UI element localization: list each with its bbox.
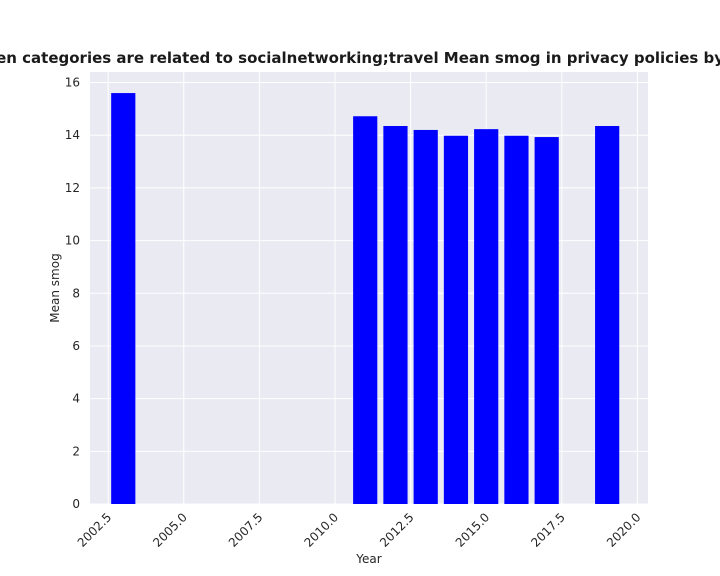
x-tick-label: 2012.5 [377,510,417,550]
x-axis-label: Year [355,552,381,566]
x-tick-label: 2007.5 [226,510,266,550]
y-tick-label: 0 [72,497,80,511]
y-tick-label: 2 [72,444,80,458]
bar-2012 [383,126,408,504]
y-tick-label: 16 [65,76,80,90]
y-axis-ticks: 0 2 4 6 8 10 12 14 16 [65,76,80,511]
x-axis-ticks: 2002.5 2005.0 2007.5 2010.0 2012.5 2015.0 2017… [75,510,644,550]
x-tick-label: 2005.0 [150,510,190,550]
bar-2017 [534,137,559,504]
bar-2014 [443,135,469,504]
x-tick-label: 2002.5 [75,510,115,550]
bar-2003 [111,93,136,504]
x-tick-label: 2017.5 [528,510,568,550]
x-tick-label: 2020.0 [604,510,644,550]
bar-2013 [413,129,438,504]
y-tick-label: 4 [72,392,80,406]
y-tick-label: 8 [72,286,80,300]
y-tick-label: 14 [65,128,80,142]
y-tick-label: 12 [65,181,80,195]
x-tick-label: 2015.0 [453,510,493,550]
x-tick-label: 2010.0 [301,510,341,550]
chart-title: when categories are related to socialnet… [0,49,720,67]
y-tick-label: 10 [65,234,80,248]
bars [111,93,620,504]
bar-2015 [474,129,499,504]
y-tick-label: 6 [72,339,80,353]
bar-2011 [353,116,378,504]
bar-2016 [504,135,529,504]
bar-2019 [595,126,620,504]
y-axis-label: Mean smog [48,253,62,322]
